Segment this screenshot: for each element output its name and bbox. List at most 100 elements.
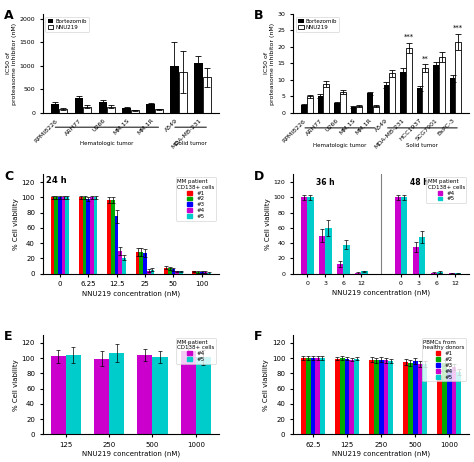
Bar (99, 102, 107, 113)
Bar (325, 228, 332, 274)
Bar (196, 272, 200, 274)
Bar (146, 104, 155, 113)
Bar (194, 63, 202, 113)
Bar (86, 199, 90, 274)
Bar (164, 267, 168, 274)
Bar (107, 107, 115, 113)
Bar (151, 270, 154, 274)
Bar (379, 359, 383, 434)
Bar (83, 197, 86, 274)
Legend: Bortezomib, NNU219: Bortezomib, NNU219 (46, 17, 89, 32)
Bar (143, 253, 147, 274)
Bar (136, 252, 139, 274)
Bar (340, 358, 345, 434)
Y-axis label: % Cell viability: % Cell viability (263, 359, 269, 411)
Bar (90, 197, 94, 274)
Text: ***: *** (453, 25, 464, 31)
Bar (422, 68, 428, 113)
Bar (192, 271, 196, 274)
X-axis label: NNU219 concentration (nM): NNU219 concentration (nM) (82, 451, 180, 457)
Bar (349, 359, 354, 434)
Bar (301, 105, 307, 113)
Bar (66, 355, 81, 434)
Y-axis label: % Cell viability: % Cell viability (265, 198, 271, 250)
Bar (419, 237, 425, 274)
Text: D: D (254, 170, 264, 182)
Bar (83, 107, 91, 113)
Bar (196, 357, 211, 434)
Text: 36 h: 36 h (316, 178, 335, 187)
Bar (383, 85, 389, 113)
Bar (310, 358, 315, 434)
Bar (118, 251, 122, 274)
Bar (55, 197, 58, 274)
Bar (301, 197, 307, 274)
Bar (181, 351, 196, 434)
Bar (122, 108, 131, 113)
Bar (403, 362, 408, 434)
Bar (108, 200, 111, 274)
Bar (51, 357, 66, 434)
Bar (413, 361, 418, 434)
Bar (51, 103, 59, 113)
Bar (203, 272, 207, 274)
Bar (406, 48, 412, 113)
Bar (137, 355, 153, 434)
Bar (389, 73, 395, 113)
Legend: #1, #2, #3, #4, #5: #1, #2, #3, #4, #5 (175, 177, 216, 220)
Bar (383, 360, 388, 434)
Y-axis label: IC50 of
proteasome inhibitor (nM): IC50 of proteasome inhibitor (nM) (264, 22, 275, 104)
Bar (400, 72, 406, 113)
Bar (337, 264, 343, 274)
Bar (58, 197, 62, 274)
Bar (369, 359, 374, 434)
Bar (109, 353, 124, 434)
Bar (373, 106, 379, 113)
Text: 48 h: 48 h (410, 178, 428, 187)
Bar (355, 273, 361, 274)
Bar (388, 361, 393, 434)
Bar (354, 359, 359, 434)
Bar (456, 372, 461, 434)
Text: F: F (254, 330, 263, 343)
Y-axis label: IC50 of
proteasome inhibitor (nM): IC50 of proteasome inhibitor (nM) (6, 22, 17, 104)
Bar (395, 197, 401, 274)
Bar (202, 77, 211, 113)
Bar (367, 93, 373, 113)
Bar (452, 367, 456, 434)
Bar (315, 358, 320, 434)
Bar (111, 201, 115, 274)
Legend: #4, #5: #4, #5 (426, 177, 466, 203)
Bar (439, 57, 445, 113)
Text: 24 h: 24 h (46, 176, 67, 185)
Bar (115, 216, 118, 274)
Bar (59, 109, 67, 113)
Bar (456, 42, 461, 113)
Bar (438, 375, 442, 434)
Bar (433, 65, 439, 113)
Bar (323, 84, 329, 113)
Y-axis label: % Cell viability: % Cell viability (13, 198, 19, 250)
Text: E: E (4, 330, 12, 343)
Bar (307, 197, 314, 274)
Bar (345, 359, 349, 434)
Bar (94, 197, 98, 274)
Text: **: ** (422, 56, 428, 62)
Bar (442, 363, 447, 434)
Bar (335, 359, 340, 434)
Bar (139, 252, 143, 274)
Bar (450, 79, 456, 113)
Bar (437, 272, 443, 274)
Bar (122, 258, 126, 274)
Bar (418, 364, 422, 434)
Bar (74, 98, 83, 113)
Bar (200, 272, 203, 274)
Bar (306, 358, 310, 434)
Bar (179, 271, 182, 274)
X-axis label: NNU219 concentration (nM): NNU219 concentration (nM) (82, 290, 180, 297)
Bar (361, 271, 368, 274)
Legend: #4, #5: #4, #5 (175, 338, 216, 364)
Text: Hematologic tumor: Hematologic tumor (313, 143, 366, 148)
Bar (356, 106, 362, 113)
Text: Hematologic tumor: Hematologic tumor (80, 141, 134, 146)
